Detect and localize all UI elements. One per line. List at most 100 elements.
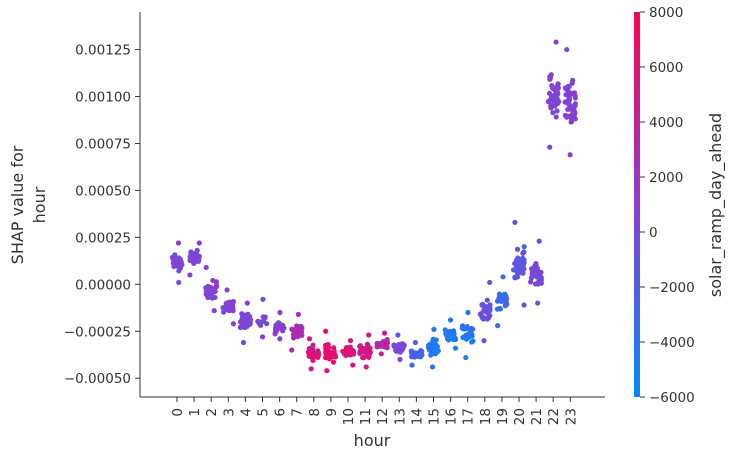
scatter-point: [431, 326, 437, 332]
scatter-point: [550, 110, 556, 116]
scatter-point: [192, 258, 198, 264]
scatter-point: [570, 107, 576, 113]
scatter-point: [323, 328, 329, 334]
scatter-point: [495, 323, 501, 329]
scatter-point: [554, 108, 560, 114]
scatter-point: [479, 315, 485, 321]
x-tick-label: 13: [392, 408, 408, 425]
y-tick-label: 0.00000: [75, 277, 131, 293]
scatter-point: [211, 308, 217, 314]
y-tick-label: 0.00025: [75, 230, 131, 246]
scatter-point: [175, 240, 182, 246]
colorbar-tick-label: −6000: [649, 390, 695, 406]
scatter-point: [497, 306, 503, 312]
x-tick-label: 9: [324, 408, 340, 417]
scatter-point: [571, 90, 577, 96]
scatter-point: [203, 285, 209, 291]
x-tick-label: 20: [512, 408, 528, 425]
scatter-point: [534, 274, 540, 280]
x-tick-label: 16: [444, 408, 460, 425]
scatter-point: [308, 366, 314, 372]
scatter-point: [566, 98, 572, 104]
scatter-point: [188, 249, 194, 255]
y-tick-label: 0.00050: [75, 183, 131, 199]
scatter-point: [434, 343, 441, 350]
scatter-point: [554, 89, 561, 96]
x-axis-ticks: 0 1 2 3 4 5 6 7 8 9 10 11 12 13 14 15 16 17 18 19 20 21 22 23: [170, 397, 579, 425]
x-tick-label: 1: [187, 408, 203, 417]
scatter-point: [521, 244, 527, 250]
scatter-point: [262, 314, 268, 320]
x-tick-label: 6: [273, 408, 289, 417]
scatter-point: [412, 339, 418, 346]
scatter-point: [246, 318, 252, 325]
scatter-point: [442, 327, 448, 333]
y-tick-label: −0.00025: [64, 324, 131, 340]
colorbar-tick-label: 8000: [649, 5, 683, 21]
scatter-point: [176, 255, 182, 261]
scatter-point: [399, 344, 406, 350]
scatter-point: [451, 331, 457, 338]
scatter-point: [315, 350, 321, 356]
scatter-point: [536, 238, 542, 244]
scatter-point: [298, 323, 304, 329]
scatter-point: [171, 260, 177, 266]
scatter-point: [547, 144, 553, 150]
scatter-point: [378, 351, 384, 357]
scatter-point: [487, 306, 493, 312]
y-axis-label-line2: hour: [30, 186, 49, 223]
scatter-point: [548, 105, 554, 111]
scatter-point: [481, 338, 487, 344]
scatter-point: [349, 347, 355, 353]
scatter-point: [565, 106, 571, 113]
scatter-point: [212, 294, 218, 301]
scatter-point: [330, 359, 337, 365]
scatter-point: [324, 344, 331, 350]
scatter-point: [551, 98, 557, 104]
scatter-point: [196, 240, 202, 246]
scatter-point: [535, 300, 541, 306]
scatter-point: [360, 354, 366, 361]
scatter-point: [572, 116, 578, 122]
scatter-point: [207, 284, 213, 290]
scatter-point: [468, 331, 474, 337]
scatter-point: [230, 321, 236, 327]
scatter-point: [546, 90, 553, 96]
scatter-point: [572, 101, 579, 107]
scatter-point: [210, 277, 216, 284]
scatter-point: [345, 348, 351, 354]
scatter-point: [484, 316, 491, 322]
scatter-point: [277, 309, 283, 316]
scatter-point: [520, 270, 526, 276]
colorbar-ticks: 8000 6000 4000 2000 0 −2000 −4000 −6000: [640, 5, 695, 406]
x-tick-label: 15: [427, 408, 443, 425]
scatter-point: [176, 279, 182, 286]
x-tick-label: 22: [546, 408, 562, 425]
scatter-point: [366, 346, 372, 353]
scatter-point: [487, 279, 493, 286]
scatter-point: [280, 325, 287, 331]
scatter-point: [563, 86, 569, 92]
scatter-point: [343, 352, 349, 358]
colorbar-tick-label: 2000: [649, 170, 683, 186]
x-tick-label: 4: [238, 408, 254, 417]
scatter-point: [545, 98, 551, 105]
scatter-point: [563, 92, 569, 98]
scatter-point: [347, 338, 354, 344]
scatter-point: [468, 327, 474, 333]
x-tick-label: 11: [358, 408, 374, 425]
scatter-point: [512, 219, 518, 225]
scatter-point: [259, 334, 266, 340]
scatter-point: [306, 336, 313, 342]
scatter-point: [433, 337, 439, 343]
scatter-point: [465, 309, 471, 316]
scatter-points: [169, 39, 579, 374]
scatter-point: [521, 249, 527, 255]
scatter-point: [551, 85, 557, 91]
scatter-point: [333, 353, 339, 360]
scatter-point: [277, 336, 283, 342]
colorbar-tick-label: 4000: [649, 115, 683, 131]
scatter-point: [213, 282, 220, 288]
scatter-point: [469, 339, 475, 345]
scatter-point: [564, 46, 570, 53]
